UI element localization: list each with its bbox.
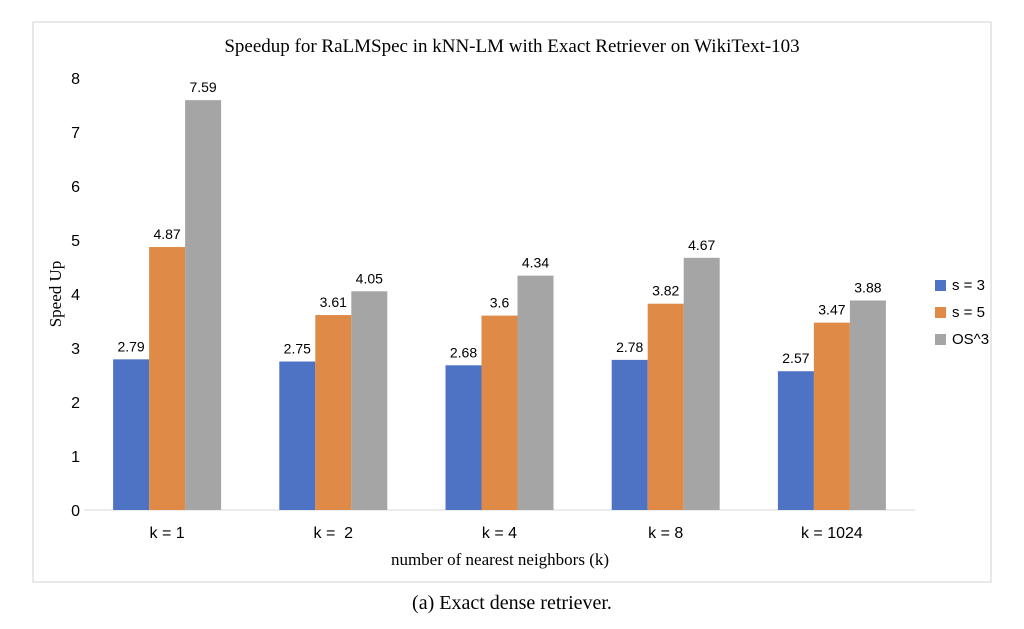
y-tick-label: 4 [71, 287, 80, 304]
y-tick-label: 8 [71, 71, 80, 88]
data-label: 4.05 [356, 270, 383, 286]
bar [315, 315, 352, 510]
y-tick-label: 0 [71, 503, 80, 520]
chart-title: Speedup for RaLMSpec in kNN-LM with Exac… [224, 36, 799, 57]
data-label: 7.59 [189, 79, 216, 95]
data-label: 3.47 [818, 302, 845, 318]
bar [813, 322, 850, 510]
figure-caption: (a) Exact dense retriever. [412, 592, 612, 614]
bar [279, 361, 316, 510]
y-tick-label: 2 [71, 395, 80, 412]
y-tick-label: 1 [71, 449, 80, 466]
legend-label: OS^3 [952, 331, 989, 348]
data-label: 2.68 [450, 344, 477, 360]
bar [351, 291, 388, 510]
y-tick-label: 6 [71, 179, 80, 196]
bar [113, 359, 150, 510]
data-label: 2.79 [117, 338, 144, 354]
y-axis-title: Speed Up [46, 261, 65, 328]
bar [647, 303, 684, 510]
bar [149, 247, 186, 510]
y-tick-label: 7 [71, 125, 80, 142]
bar [683, 257, 720, 510]
legend-swatch [935, 334, 946, 345]
x-tick-label: k = 1024 [801, 525, 863, 542]
bar [185, 100, 222, 510]
legend-swatch [935, 280, 946, 291]
bar [849, 300, 886, 510]
data-label: 3.88 [854, 279, 881, 295]
legend: s = 3 s = 5 OS^3 [935, 277, 989, 348]
bar [611, 359, 648, 510]
data-label: 4.87 [153, 226, 180, 242]
bar [445, 365, 482, 510]
data-label: 4.34 [522, 255, 549, 271]
legend-label: s = 3 [952, 277, 985, 294]
x-tick-label: k = 8 [648, 525, 683, 542]
data-label: 2.57 [782, 350, 809, 366]
bar [777, 371, 814, 510]
bar [481, 315, 518, 510]
x-tick-label: k = 2 [314, 525, 354, 542]
data-label: 3.6 [490, 295, 510, 311]
data-label: 2.78 [616, 339, 643, 355]
legend-label: s = 5 [952, 304, 985, 321]
x-tick-label: k = 1 [150, 525, 185, 542]
x-axis-title: number of nearest neighbors (k) [391, 550, 609, 569]
data-label: 2.75 [284, 341, 311, 357]
data-label: 3.61 [320, 294, 347, 310]
y-tick-label: 3 [71, 341, 80, 358]
legend-swatch [935, 307, 946, 318]
data-label: 4.67 [688, 237, 715, 253]
y-tick-label: 5 [71, 233, 80, 250]
x-tick-label: k = 4 [482, 525, 517, 542]
bar [517, 275, 554, 510]
data-label: 3.82 [652, 283, 679, 299]
